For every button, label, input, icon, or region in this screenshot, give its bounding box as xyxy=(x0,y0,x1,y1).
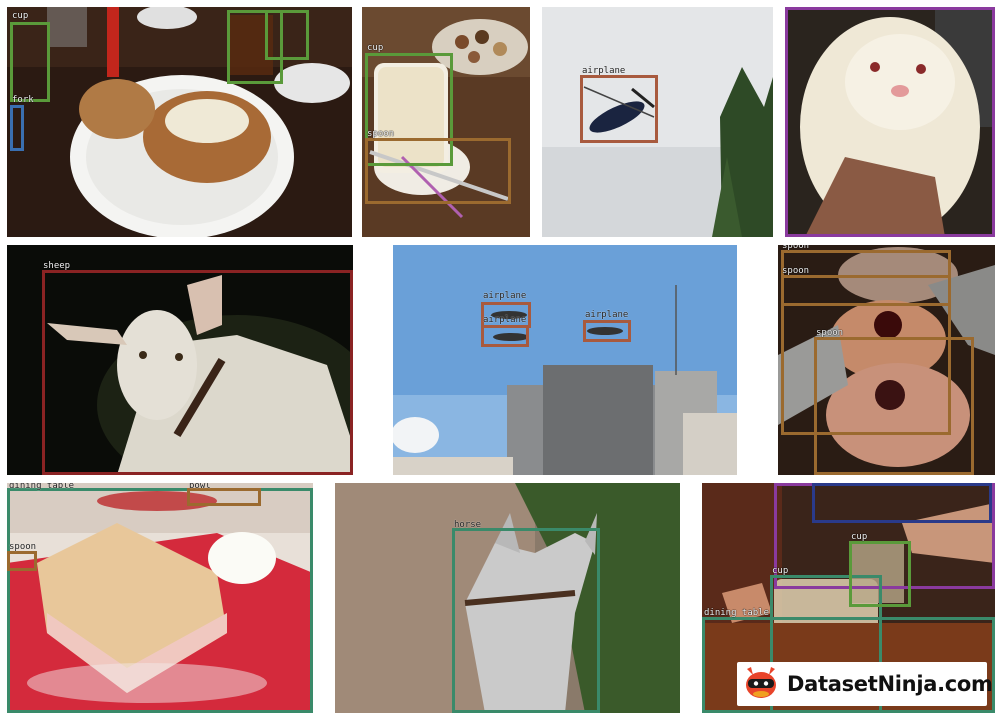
bbox-cup-1 xyxy=(770,575,882,713)
bbox-animal xyxy=(785,7,995,237)
tile-helicopters-city: airplane airplane airplane xyxy=(393,245,737,475)
bbox-cup-2 xyxy=(227,10,283,84)
label-bowl: bowl xyxy=(189,483,211,491)
bbox-spoon-2 xyxy=(781,275,951,435)
tile-latte: cup spoon xyxy=(362,7,530,237)
label-cup: cup xyxy=(367,43,384,53)
label-airplane: airplane xyxy=(582,66,626,76)
label-airplane-3: airplane xyxy=(585,310,629,320)
label-dining-table: dining table xyxy=(9,483,75,491)
bbox-cup-3 xyxy=(265,10,309,60)
label-airplane-1: airplane xyxy=(483,291,527,301)
latte-photo xyxy=(362,7,530,237)
label-cup-1: cup xyxy=(772,566,789,576)
bbox-cup-1 xyxy=(10,22,50,102)
label-dining-table: dining table xyxy=(704,608,770,618)
bbox-spoon-3 xyxy=(814,337,974,475)
label-sheep: sheep xyxy=(43,261,71,271)
soup-photo xyxy=(7,7,352,237)
label-fork: fork xyxy=(12,95,34,105)
bbox-sheep xyxy=(42,270,353,475)
bbox-horse xyxy=(452,528,600,713)
label-spoon-2: spoon xyxy=(782,266,810,276)
bbox-person-2 xyxy=(812,483,992,523)
city-photo xyxy=(393,245,737,475)
tile-pastries: spoon spoon spoon xyxy=(778,245,995,475)
label-airplane-2: airplane xyxy=(483,315,527,325)
bbox-spoon xyxy=(365,138,511,204)
bbox-airplane-2 xyxy=(481,325,529,347)
datasetninja-logo[interactable]: DatasetNinja.com xyxy=(737,662,993,706)
label-spoon: spoon xyxy=(9,542,37,552)
goat-photo xyxy=(7,245,353,475)
label-spoon-3: spoon xyxy=(816,328,844,338)
bbox-fork xyxy=(10,105,24,151)
bbox-bowl xyxy=(187,488,261,506)
tile-soup-bread-bowl: cup fork xyxy=(7,7,352,237)
cake-photo xyxy=(7,483,313,713)
bbox-airplane xyxy=(580,75,658,143)
tile-helicopter: airplane xyxy=(542,7,773,237)
logo-text: DatasetNinja.com xyxy=(787,672,993,696)
label-horse: horse xyxy=(454,520,482,530)
tile-goat: sheep xyxy=(7,245,353,475)
tile-ferret xyxy=(785,7,995,237)
label-cup-2: cup xyxy=(851,532,868,542)
bbox-airplane-3 xyxy=(583,320,631,342)
bbox-cup-2 xyxy=(849,541,911,607)
ninja-icon xyxy=(743,665,779,703)
bbox-cup xyxy=(365,53,453,166)
label-cup: cup xyxy=(12,11,29,21)
label-spoon: spoon xyxy=(367,129,395,139)
bbox-dining-table xyxy=(7,488,313,713)
horse-photo xyxy=(335,483,680,713)
helicopter-photo xyxy=(542,7,773,237)
tile-horse: horse xyxy=(335,483,680,713)
tile-cake: dining table bowl spoon xyxy=(7,483,313,713)
label-spoon-1: spoon xyxy=(782,245,810,251)
bbox-spoon xyxy=(7,551,37,571)
ferret-photo xyxy=(785,7,995,237)
